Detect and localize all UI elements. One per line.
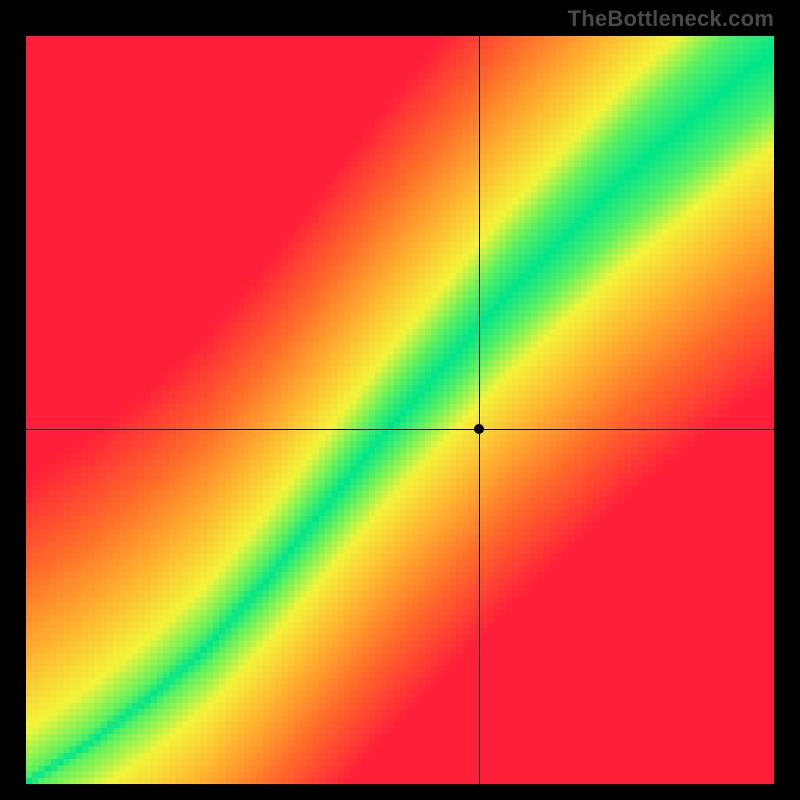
heatmap-plot (26, 36, 774, 784)
crosshair-horizontal (26, 429, 774, 430)
heatmap-canvas (26, 36, 774, 784)
root: TheBottleneck.com (0, 0, 800, 800)
selection-marker[interactable] (474, 424, 484, 434)
watermark-text: TheBottleneck.com (568, 6, 774, 32)
crosshair-vertical (479, 36, 480, 784)
